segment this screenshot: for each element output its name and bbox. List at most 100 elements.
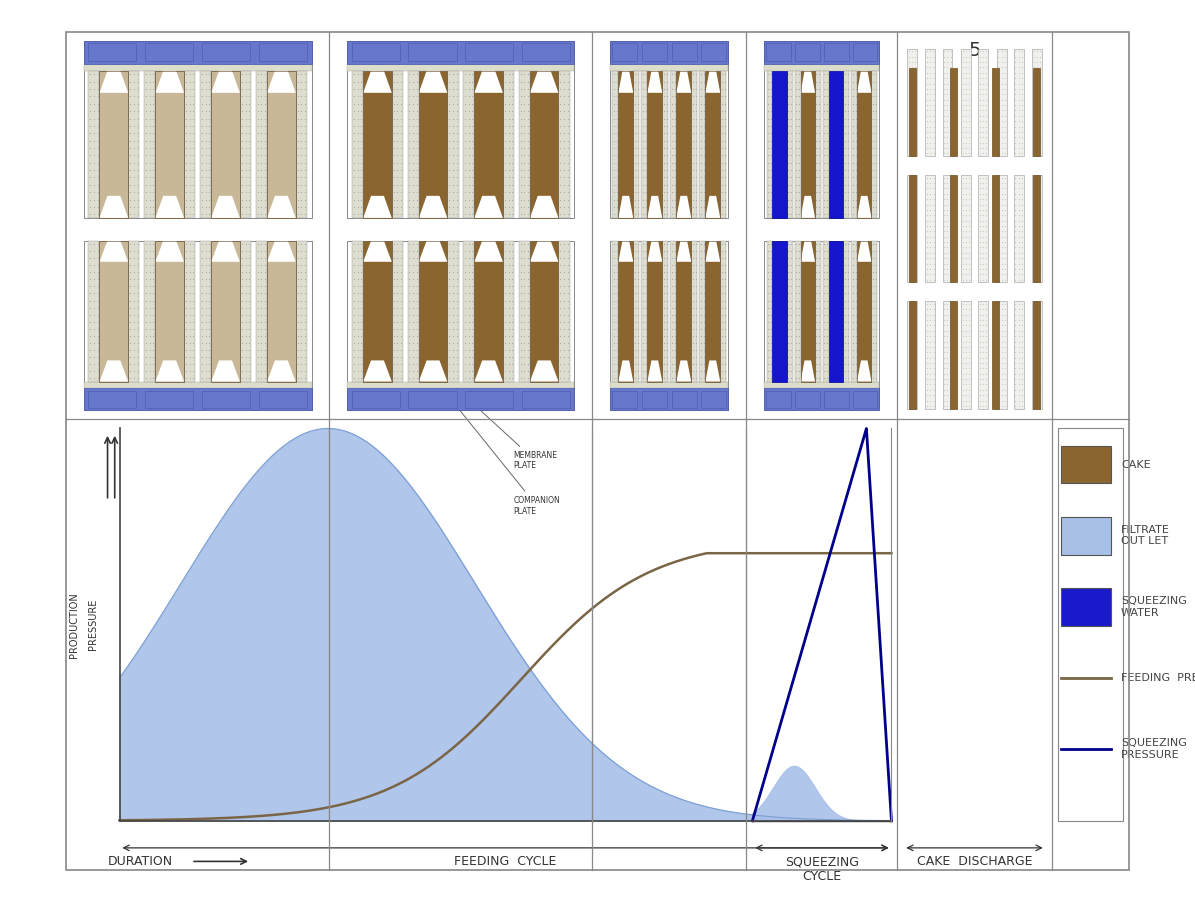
Bar — [409, 391, 456, 409]
Bar — [1061, 588, 1111, 626]
Bar — [88, 43, 136, 61]
Bar — [691, 70, 697, 218]
Bar — [256, 70, 266, 218]
Bar — [978, 49, 988, 156]
Polygon shape — [474, 196, 503, 218]
Bar — [418, 70, 447, 218]
Polygon shape — [266, 241, 295, 262]
Bar — [266, 241, 295, 382]
Bar — [155, 241, 184, 382]
Text: SQUEEZING
PRESSURE: SQUEEZING PRESSURE — [1121, 739, 1187, 760]
Text: SQUEEZING
WATER: SQUEEZING WATER — [1121, 596, 1187, 618]
Bar — [519, 241, 529, 382]
Bar — [84, 41, 312, 64]
Bar — [648, 241, 662, 382]
Polygon shape — [363, 70, 392, 93]
Bar — [992, 175, 999, 282]
Polygon shape — [529, 241, 558, 262]
Bar — [202, 43, 250, 61]
Bar — [772, 241, 786, 382]
Bar — [618, 241, 633, 382]
Bar — [772, 70, 786, 218]
Bar — [765, 41, 880, 64]
Bar — [1013, 49, 1024, 156]
Bar — [348, 382, 575, 389]
Polygon shape — [801, 241, 815, 262]
Polygon shape — [212, 70, 240, 93]
Bar — [503, 241, 514, 382]
Bar — [529, 241, 558, 382]
Bar — [721, 70, 727, 218]
Bar — [88, 70, 99, 218]
Bar — [997, 49, 1006, 156]
Bar — [155, 70, 184, 218]
Polygon shape — [418, 241, 447, 262]
Polygon shape — [618, 70, 633, 93]
Bar — [611, 41, 729, 218]
Bar — [825, 391, 848, 409]
Bar — [853, 43, 877, 61]
Bar — [648, 70, 662, 218]
Bar — [418, 70, 447, 218]
Bar — [853, 391, 877, 409]
Bar — [353, 70, 363, 218]
Bar — [907, 175, 917, 282]
Bar — [611, 389, 729, 410]
Bar — [611, 64, 729, 70]
Bar — [99, 70, 128, 218]
Bar — [363, 241, 392, 382]
Polygon shape — [212, 241, 240, 262]
Bar — [823, 70, 829, 218]
Bar — [202, 391, 250, 409]
Polygon shape — [155, 361, 184, 382]
Bar — [618, 241, 633, 382]
Bar — [474, 241, 503, 382]
Polygon shape — [676, 70, 691, 93]
Bar — [815, 241, 821, 382]
Bar — [676, 70, 691, 218]
Bar — [351, 391, 400, 409]
Bar — [348, 389, 575, 410]
Text: FEEDING  PRESSURE: FEEDING PRESSURE — [1121, 673, 1195, 683]
Bar — [295, 241, 307, 382]
Polygon shape — [648, 70, 662, 93]
Bar — [503, 70, 514, 218]
Bar — [978, 301, 988, 409]
Bar — [676, 70, 691, 218]
Bar — [907, 301, 917, 409]
Polygon shape — [418, 361, 447, 382]
Polygon shape — [648, 241, 662, 262]
Bar — [801, 70, 815, 218]
Polygon shape — [212, 361, 240, 382]
Bar — [815, 70, 821, 218]
Polygon shape — [676, 241, 691, 262]
Polygon shape — [857, 241, 871, 262]
Bar — [766, 43, 791, 61]
Bar — [851, 241, 857, 382]
Bar — [200, 70, 212, 218]
Bar — [844, 241, 848, 382]
Bar — [786, 70, 792, 218]
Bar — [765, 382, 880, 389]
Bar — [642, 43, 667, 61]
Bar — [670, 241, 676, 382]
Bar — [765, 389, 880, 410]
Bar — [618, 70, 633, 218]
Polygon shape — [529, 70, 558, 93]
Bar — [353, 241, 363, 382]
Bar — [84, 241, 312, 410]
Bar — [765, 64, 880, 70]
Bar — [529, 241, 558, 382]
Bar — [212, 70, 240, 218]
Bar — [871, 70, 877, 218]
Bar — [796, 43, 820, 61]
Bar — [1034, 175, 1041, 282]
Bar — [943, 301, 952, 409]
Polygon shape — [474, 241, 503, 262]
Bar — [705, 241, 721, 382]
Bar — [796, 391, 820, 409]
Bar — [558, 241, 570, 382]
Bar — [642, 241, 648, 382]
Polygon shape — [648, 196, 662, 218]
Bar — [1032, 49, 1042, 156]
